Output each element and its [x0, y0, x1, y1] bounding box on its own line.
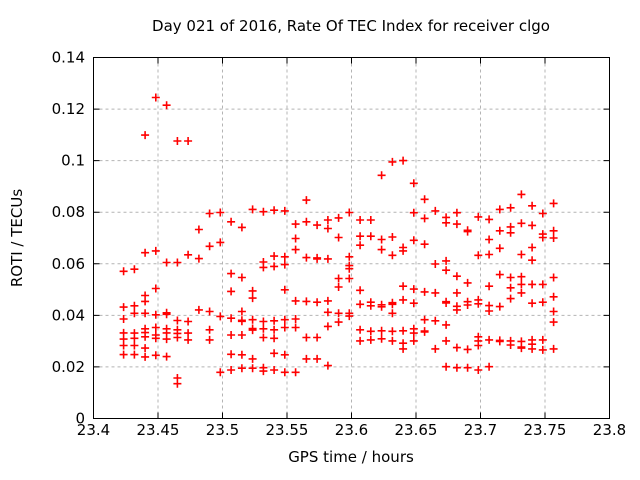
- x-tick-label: 23.75: [524, 421, 567, 439]
- y-tick-label: 0: [75, 410, 85, 428]
- gridlines: [93, 57, 610, 419]
- y-axis-label: ROTI / TECUs: [8, 189, 26, 287]
- y-tick-label: 0.14: [52, 49, 85, 67]
- y-tick-label: 0.1: [61, 152, 85, 170]
- y-tick-label: 0.06: [52, 255, 85, 273]
- tick-marks: [93, 57, 610, 419]
- chart-title: Day 021 of 2016, Rate Of TEC Index for r…: [152, 17, 550, 35]
- y-tick-label: 0.12: [52, 100, 85, 118]
- y-tick-labels: 0 0.02 0.04 0.06 0.08 0.1 0.12 0.14: [52, 49, 85, 428]
- x-tick-label: 23.4: [77, 421, 110, 439]
- y-tick-label: 0.08: [52, 203, 85, 221]
- x-tick-labels: 23.4 23.45 23.5 23.55 23.6 23.65 23.7 23.75 23.8: [77, 421, 626, 439]
- data-points: [119, 93, 558, 388]
- y-tick-label: 0.04: [52, 306, 85, 324]
- x-tick-label: 23.8: [593, 421, 626, 439]
- x-tick-label: 23.55: [266, 421, 309, 439]
- y-tick-label: 0.02: [52, 358, 85, 376]
- x-tick-label: 23.7: [464, 421, 497, 439]
- x-tick-label: 23.6: [335, 421, 368, 439]
- x-tick-label: 23.65: [395, 421, 438, 439]
- x-tick-label: 23.5: [206, 421, 239, 439]
- x-tick-label: 23.45: [137, 421, 180, 439]
- x-axis-label: GPS time / hours: [288, 448, 414, 466]
